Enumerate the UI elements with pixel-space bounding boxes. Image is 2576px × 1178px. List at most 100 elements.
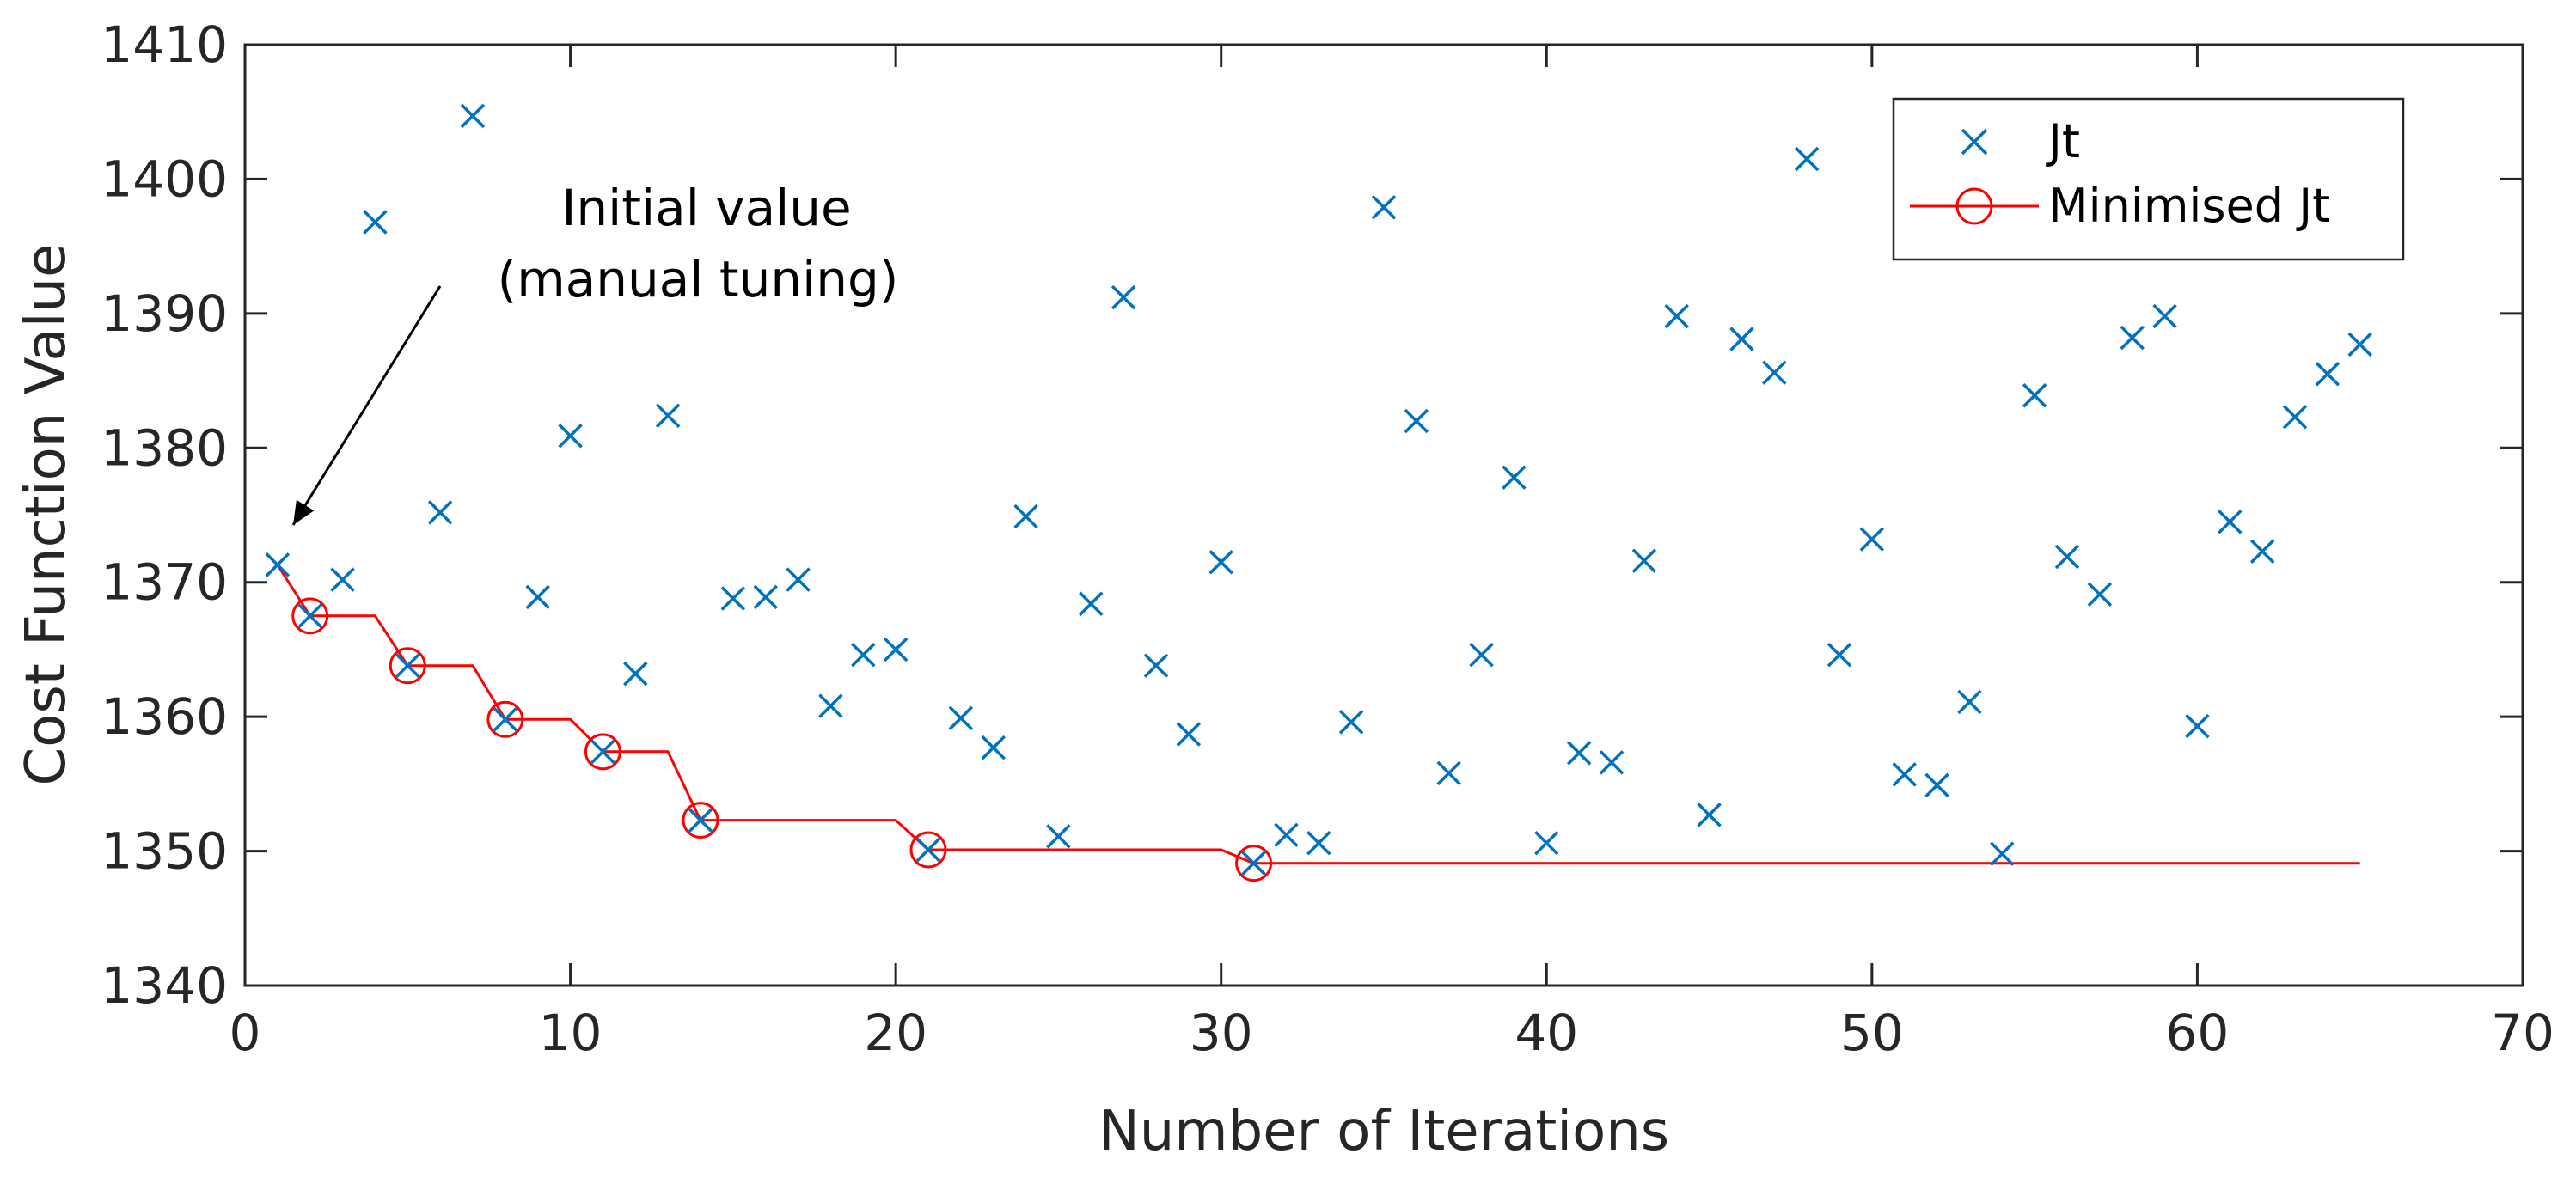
jt-point (2087, 582, 2113, 607)
minimised-jt-point (486, 700, 524, 738)
jt-point (2282, 405, 2308, 430)
jt-point (1306, 830, 1331, 856)
jt-point (655, 403, 681, 428)
jt-point (1176, 722, 1202, 747)
jt-point (2120, 325, 2145, 351)
y-tick-label: 1400 (101, 150, 228, 208)
y-axis-title: Cost Function Value (15, 244, 78, 786)
jt-point (2022, 383, 2047, 408)
x-axis-ticks: 0 10 20 30 40 50 60 70 (229, 45, 2555, 1062)
minimised-jt-point (1235, 845, 1273, 882)
jt-point (1859, 527, 1885, 552)
y-tick-label: 1380 (101, 418, 228, 477)
jt-point (525, 584, 550, 610)
jt-point (1502, 465, 1527, 490)
jt-point (1892, 762, 1917, 787)
y-tick-label: 1350 (101, 822, 228, 881)
jt-point (981, 735, 1006, 760)
minimised-jt-point (584, 733, 621, 771)
jt-point (493, 707, 518, 732)
jt-point (1143, 653, 1169, 678)
annotation-line-2: (manual tuning) (498, 250, 899, 308)
jt-point (688, 808, 713, 833)
jt-point (1013, 504, 1038, 529)
x-tick-label: 70 (2491, 1004, 2555, 1062)
jt-point (786, 567, 811, 592)
jt-point (623, 661, 648, 687)
y-tick-label: 1360 (101, 687, 228, 746)
y-tick-label: 1410 (101, 15, 228, 74)
jt-point (1436, 760, 1461, 786)
jt-point (1338, 710, 1364, 735)
jt-point (1631, 548, 1657, 573)
jt-point (1404, 408, 1429, 434)
y-axis-ticks: 1340 1350 1360 1370 1380 1390 1400 1410 (101, 15, 2523, 1015)
jt-point (265, 552, 291, 577)
x-tick-label: 10 (539, 1004, 603, 1062)
annotation: Initial value (manual tuning) (291, 179, 899, 526)
jt-point (1079, 591, 1104, 616)
jt-point (883, 637, 909, 662)
jt-point (2249, 539, 2275, 564)
jt-point (1990, 841, 2015, 866)
jt-point (1729, 327, 1754, 351)
jt-point (1794, 146, 1820, 172)
jt-point (460, 103, 486, 129)
minimised-jt-point (291, 597, 329, 635)
jt-point (851, 642, 876, 668)
y-tick-label: 1390 (101, 284, 228, 343)
jt-point (1826, 642, 1852, 668)
jt-point (297, 603, 322, 629)
jt-point (2152, 303, 2177, 329)
minimised-jt-point (909, 831, 947, 869)
axes (243, 43, 2524, 987)
annotation-line-1: Initial value (561, 179, 851, 237)
jt-point (1241, 851, 1266, 876)
jt-point (1664, 303, 1689, 329)
jt-point (2315, 362, 2340, 387)
jt-point (915, 837, 941, 863)
jt-point (1046, 824, 1071, 849)
x-axis-title: Number of Iterations (1098, 1100, 1669, 1163)
minimised-jt-point (389, 647, 426, 685)
jt-point (395, 653, 420, 678)
jt-point (590, 739, 615, 765)
jt-point (1697, 803, 1722, 827)
jt-point (2185, 713, 2210, 739)
x-tick-label: 0 (229, 1004, 261, 1062)
legend-minimised-label: Minimised Jt (2048, 179, 2330, 233)
jt-point (720, 586, 746, 611)
jt-point (1274, 822, 1299, 848)
jt-point (1111, 284, 1136, 310)
jt-point (1208, 550, 1233, 575)
x-tick-label: 40 (1514, 1004, 1578, 1062)
jt-point (363, 210, 388, 235)
jt-point (1566, 741, 1592, 766)
x-tick-label: 60 (2166, 1004, 2230, 1062)
jt-point (2347, 332, 2372, 357)
jt-point (948, 705, 974, 730)
jt-point (1371, 195, 1397, 220)
jt-point (1762, 360, 1787, 385)
x-tick-label: 20 (864, 1004, 927, 1062)
minimised-jt-point (682, 802, 719, 839)
jt-point (1534, 830, 1559, 856)
marker-layer (265, 103, 2372, 882)
y-tick-label: 1370 (101, 553, 228, 612)
legend-minimised-marker (1955, 187, 1993, 225)
jt-point (818, 693, 843, 718)
jt-point (1599, 750, 1625, 775)
jt-point (1924, 772, 1949, 798)
jt-point (558, 423, 583, 449)
legend-box (1892, 97, 2405, 261)
jt-point (427, 500, 453, 525)
x-tick-label: 50 (1840, 1004, 1904, 1062)
x-tick-label: 30 (1190, 1004, 1253, 1062)
axes-box (243, 43, 2524, 987)
jt-point (330, 567, 355, 592)
legend-jt-label: Jt (2046, 114, 2080, 168)
jt-point (2054, 544, 2080, 570)
legend: Jt Minimised Jt (1892, 97, 2405, 261)
annotation-arrow (291, 285, 442, 526)
